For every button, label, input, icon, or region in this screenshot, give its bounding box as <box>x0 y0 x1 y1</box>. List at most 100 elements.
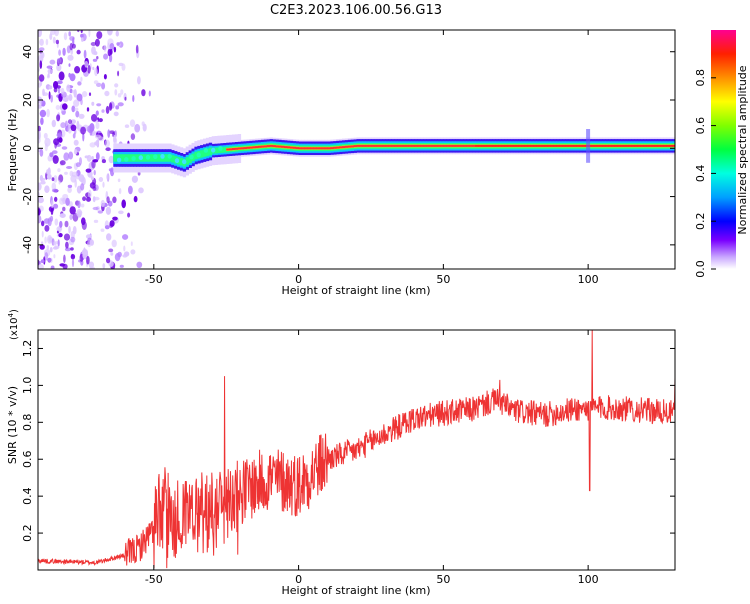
noise-blob <box>54 196 58 202</box>
noise-blob <box>108 155 115 164</box>
colorbar-gradient <box>711 30 736 269</box>
noise-blob <box>50 265 55 269</box>
noise-blob <box>47 68 53 74</box>
ridge-core <box>229 148 233 151</box>
noise-blob <box>69 206 76 215</box>
ridge-blob <box>145 154 151 160</box>
noise-blob <box>70 254 76 260</box>
ridge-blob <box>160 154 165 159</box>
ridge-core <box>339 146 343 149</box>
noise-blob <box>118 41 124 48</box>
ridge-core <box>249 146 253 149</box>
ridge-core <box>492 144 496 147</box>
noise-blob <box>74 107 79 112</box>
noise-blob <box>55 39 60 45</box>
noise-blob <box>38 130 41 140</box>
noise-blob <box>82 132 85 142</box>
noise-blob <box>69 36 75 41</box>
noise-blob <box>80 183 85 191</box>
noise-blob <box>62 47 66 56</box>
ridge-core <box>362 144 366 147</box>
ridge-core <box>368 144 372 147</box>
noise-blob <box>46 245 50 250</box>
ridge-core <box>573 144 577 147</box>
noise-blob <box>63 233 71 241</box>
ridge-band <box>171 155 175 163</box>
ridge-core <box>538 144 543 147</box>
spectrogram-y-ticks: -40 -20 0 20 40 <box>21 45 675 254</box>
noise-blob <box>117 251 122 258</box>
noise-blob <box>136 261 143 268</box>
noise-blob <box>107 48 112 57</box>
noise-blob <box>38 47 45 52</box>
noise-blob <box>93 196 100 201</box>
ridge-band <box>122 154 126 162</box>
ridge-core <box>255 146 259 149</box>
noise-blob <box>109 43 115 50</box>
ridge-core <box>405 144 409 147</box>
ridge-core <box>527 144 531 147</box>
noise-blob <box>68 151 74 160</box>
ridge-core <box>350 145 354 148</box>
noise-blob <box>65 241 69 249</box>
noise-blob <box>70 124 77 132</box>
spectrogram-y-label: Frequency (Hz) <box>6 109 19 192</box>
ridge-core <box>287 146 291 149</box>
noise-blob <box>51 119 56 128</box>
x-tick-label: -50 <box>145 573 163 586</box>
noise-blob <box>69 73 76 82</box>
noise-blob <box>137 171 141 176</box>
noise-blob <box>114 83 119 88</box>
noise-blob <box>58 49 61 56</box>
noise-blob <box>49 215 54 222</box>
ridge-core <box>301 147 305 150</box>
y-tick-label: 1.2 <box>21 340 34 358</box>
noise-blob <box>95 139 100 147</box>
noise-blob <box>80 126 86 135</box>
noise-blob <box>50 207 54 215</box>
ridge-core <box>371 144 375 147</box>
ridge-core <box>576 144 580 147</box>
x-tick-label: 0 <box>295 273 302 286</box>
noise-blob <box>115 105 120 110</box>
ridge-core <box>272 145 276 148</box>
noise-blob <box>38 197 44 204</box>
ridge-core <box>423 144 427 147</box>
noise-blob <box>132 95 135 102</box>
noise-blob <box>81 217 86 226</box>
ridge-blob <box>203 148 209 153</box>
noise-blob <box>49 247 53 253</box>
noise-blob <box>39 38 44 46</box>
ridge-band <box>205 148 210 157</box>
ridge-core <box>373 144 378 147</box>
noise-blob <box>96 56 99 60</box>
ridge-spike-smear <box>586 129 591 163</box>
noise-blob <box>66 84 71 92</box>
ridge-core <box>504 144 508 147</box>
ridge-core <box>420 144 424 147</box>
noise-blob <box>69 214 73 221</box>
ridge-core <box>507 144 511 147</box>
noise-blob <box>103 74 107 80</box>
ridge-band <box>179 158 184 166</box>
ridge-core <box>417 144 421 147</box>
noise-blob <box>117 93 122 98</box>
x-tick-label: 100 <box>578 573 599 586</box>
ridge-core <box>243 147 247 150</box>
ridge-core <box>298 147 302 150</box>
ridge-band <box>136 154 140 162</box>
noise-blob <box>103 44 107 52</box>
ridge-core <box>379 144 383 147</box>
y-tick-label: 1.0 <box>21 377 34 395</box>
ridge-blob <box>189 154 194 160</box>
noise-blob <box>38 74 45 82</box>
noise-blob <box>47 73 50 78</box>
noise-blob <box>41 241 44 245</box>
ridge-blob <box>124 157 129 162</box>
snr-frame <box>37 329 676 571</box>
ridge-band <box>200 150 204 158</box>
ridge-core <box>394 144 398 147</box>
noise-blob <box>76 49 81 55</box>
noise-blob <box>52 155 59 164</box>
noise-blob <box>80 203 85 208</box>
